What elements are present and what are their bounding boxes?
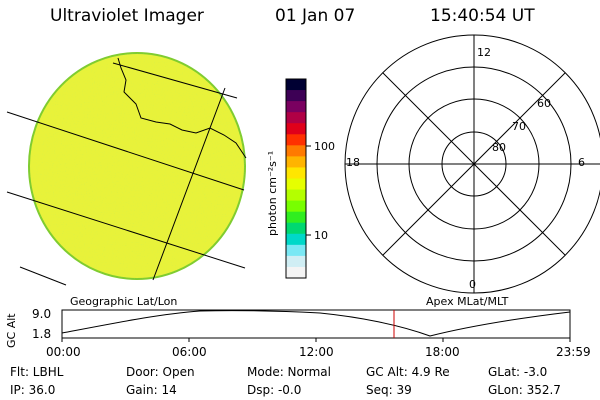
colorbar-segment bbox=[286, 123, 306, 135]
colorbar-segment bbox=[286, 222, 306, 235]
time-label: 15:40:54 UT bbox=[430, 6, 535, 26]
polar-ring-80: 80 bbox=[492, 141, 506, 154]
polar-label-12: 12 bbox=[477, 46, 491, 59]
time-tick-0600: 06:00 bbox=[172, 345, 207, 359]
status-filter: Flt: LBHL bbox=[10, 365, 64, 379]
colorbar-tick-10: 10 bbox=[314, 229, 328, 242]
colorbar-segment bbox=[286, 156, 306, 169]
altitude-plot bbox=[61, 309, 571, 342]
colorbar-segment bbox=[286, 112, 306, 124]
alt-tick-low: 1.8 bbox=[32, 327, 52, 341]
colorbar-segment bbox=[286, 134, 306, 146]
colorbar-segment bbox=[286, 90, 306, 102]
coastline bbox=[117, 57, 247, 159]
geo-label: Geographic Lat/Lon bbox=[70, 295, 178, 308]
status-dsp: Dsp: -0.0 bbox=[247, 383, 302, 397]
polar-label-6: 6 bbox=[578, 156, 585, 169]
colorbar-tick-100: 100 bbox=[314, 140, 335, 153]
colorbar bbox=[285, 78, 311, 279]
time-tick-1800: 18:00 bbox=[425, 345, 460, 359]
polar-ring-60: 60 bbox=[537, 97, 551, 110]
status-gain: Gain: 14 bbox=[126, 383, 177, 397]
geo-grid bbox=[6, 62, 246, 286]
status-door: Door: Open bbox=[126, 365, 195, 379]
status-mode: Mode: Normal bbox=[247, 365, 331, 379]
status-seq: Seq: 39 bbox=[366, 383, 412, 397]
time-tick-0000: 00:00 bbox=[46, 345, 81, 359]
gc-alt-axis-label: GC Alt bbox=[5, 313, 18, 348]
polar-ring-70: 70 bbox=[512, 120, 526, 133]
uv-image-disk bbox=[28, 52, 247, 280]
colorbar-segment bbox=[286, 200, 306, 213]
apex-label: Apex MLat/MLT bbox=[426, 295, 509, 308]
status-ip: IP: 36.0 bbox=[10, 383, 56, 397]
colorbar-segment bbox=[286, 79, 306, 91]
instrument-title: Ultraviolet Imager bbox=[50, 6, 204, 26]
status-gc-alt: GC Alt: 4.9 Re bbox=[366, 365, 450, 379]
status-glat: GLat: -3.0 bbox=[488, 365, 548, 379]
colorbar-segment bbox=[286, 266, 306, 279]
colorbar-segment bbox=[286, 145, 306, 157]
colorbar-unit-label: photon cm⁻²s⁻¹ bbox=[266, 150, 279, 236]
alt-tick-high: 9.0 bbox=[32, 307, 52, 321]
polar-label-18: 18 bbox=[346, 156, 360, 169]
status-glon: GLon: 352.7 bbox=[488, 383, 561, 397]
colorbar-segment bbox=[286, 233, 306, 246]
colorbar-segment bbox=[286, 189, 306, 202]
colorbar-segment bbox=[286, 101, 306, 113]
colorbar-segment bbox=[286, 178, 306, 191]
time-tick-2359: 23:59 bbox=[556, 345, 591, 359]
colorbar-segment bbox=[286, 211, 306, 224]
polar-label-0: 0 bbox=[469, 278, 476, 291]
polar-plot bbox=[344, 34, 600, 294]
time-tick-1200: 12:00 bbox=[299, 345, 334, 359]
colorbar-segment bbox=[286, 244, 306, 257]
date-label: 01 Jan 07 bbox=[275, 6, 356, 26]
colorbar-segment bbox=[286, 167, 306, 180]
colorbar-segment bbox=[286, 255, 306, 268]
